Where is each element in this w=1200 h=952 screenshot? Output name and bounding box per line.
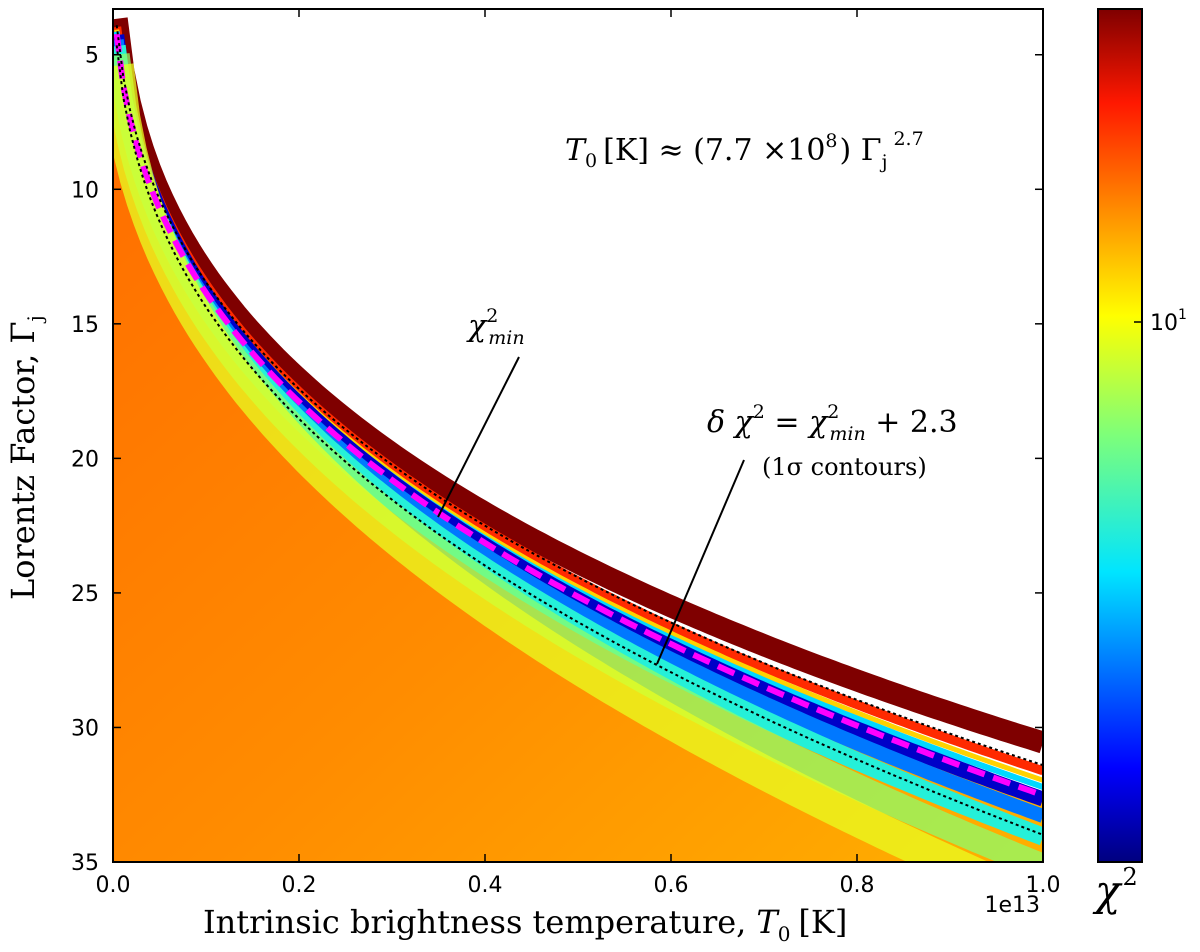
contours-pointer [656,459,745,665]
plot-frame [112,8,1044,863]
x-tick-label: 0.4 [468,873,503,898]
curve-layer [113,25,1043,836]
colorbar: 101 χ2 [1092,8,1187,915]
delta-chi-label: δ χ2 = χ2 min + 2.3 [707,401,958,445]
x-tick-label: 0.0 [96,873,131,898]
y-ticks: 5 10 15 20 25 30 35 [71,44,1043,876]
colorbar-tick-label: 101 [1150,307,1187,336]
relation-annotation: T0 [K] ≈ (7.7 ×108) Γj2.7 [565,128,924,173]
x-tick-label: 0.2 [282,873,317,898]
x-offset-text: 1e13 [984,893,1040,918]
y-tick-label: 35 [71,851,99,876]
colorbar-gradient [1097,8,1143,863]
chi-min-curve [113,33,1043,799]
sigma-contour-lower [115,45,1043,836]
chi-min-pointer [437,356,520,518]
x-tick-label: 0.8 [840,873,875,898]
heatmap-field [113,14,1043,862]
chi-min-label: χ2 min [466,305,525,349]
ridge-band-1 [113,26,1043,776]
y-tick-label: 20 [71,447,99,472]
y-tick-label: 10 [71,178,99,203]
ridge-band-8 [113,63,989,862]
y-tick-label: 5 [85,44,99,69]
x-tick-label: 0.6 [654,873,689,898]
colorbar-label: χ2 [1092,863,1138,915]
y-tick-label: 25 [71,582,99,607]
sigma-contour-upper [115,25,1043,767]
contours-label: (1σ contours) [762,453,927,481]
heatmap-region [113,14,1043,862]
x-tick-label: 1.0 [1026,873,1061,898]
y-axis-label: Lorentz Factor,Γj [4,315,47,600]
y-tick-label: 30 [71,716,99,741]
plot-area: 0.0 0.2 0.4 0.6 0.8 1.0 5 10 15 20 25 30 35 [71,8,1061,898]
x-axis-label: Intrinsic brightness temperature, T0 [K] [203,903,847,946]
x-ticks: 0.0 0.2 0.4 0.6 0.8 1.0 [96,9,1061,898]
y-tick-label: 15 [71,313,99,338]
ridge-band-0 [113,17,1043,754]
